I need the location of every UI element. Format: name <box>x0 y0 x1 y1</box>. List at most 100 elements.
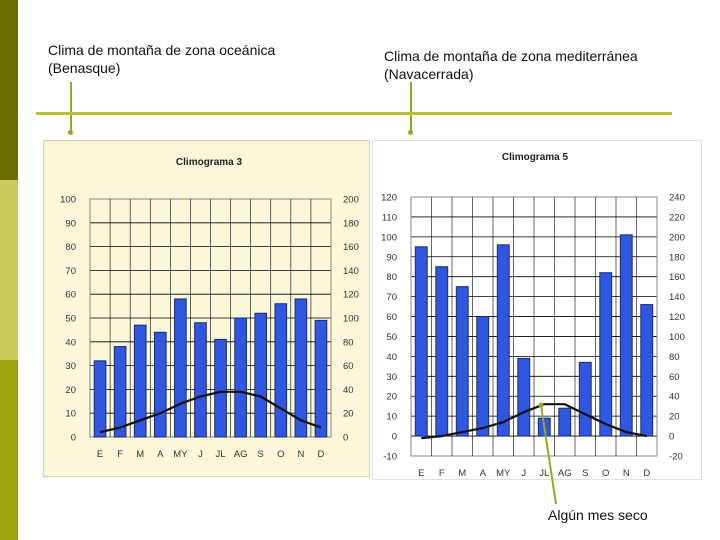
bar <box>274 303 288 438</box>
x-tick-label: JL <box>539 468 549 479</box>
y2-tick-label: 180 <box>669 252 685 263</box>
climograma-5-panel: Climograma 5 -10 0 10 20 30 40 50 60 70 80 90 100 110… <box>372 140 702 480</box>
bar <box>537 417 551 437</box>
y2-tick-label: 200 <box>669 232 685 243</box>
x-tick-label: A <box>480 468 487 479</box>
y-tick-label: -10 <box>383 452 397 463</box>
bar <box>578 361 592 437</box>
climograma-3-panel: Climograma 3 0 10 20 30 40 50 60 70 80 90 100 0 20 40 6… <box>43 140 370 477</box>
bar <box>153 331 167 438</box>
climograma-3-chart: Climograma 3 0 10 20 30 40 50 60 70 80 90 100 0 20 40 6… <box>60 157 359 460</box>
x-tick-label: E <box>97 449 103 460</box>
y2-tick-label: 140 <box>343 266 359 277</box>
x-tick-label: E <box>418 468 424 479</box>
bar <box>414 246 428 437</box>
y2-tick-label: 140 <box>669 292 685 303</box>
y2-tick-label: 160 <box>669 272 685 283</box>
y-tick-label: 10 <box>386 412 397 423</box>
y2-tick-label: 0 <box>669 432 674 443</box>
bar <box>455 286 469 437</box>
y-tick-label: 30 <box>386 372 397 383</box>
y2-tick-label: 240 <box>669 193 685 204</box>
x-tick-label: F <box>117 449 123 460</box>
x-tick-label: M <box>136 449 144 460</box>
y-tick-label: 40 <box>65 337 76 348</box>
y-tick-label: 100 <box>381 232 397 243</box>
caption-navacerrada: Clima de montaña de zona mediterránea (N… <box>384 48 638 82</box>
y-tick-label: 110 <box>382 212 397 223</box>
y2-tick-label: 120 <box>343 290 359 301</box>
y-tick-label: 40 <box>386 352 397 363</box>
y-tick-label: 70 <box>386 292 397 303</box>
x-tick-label: D <box>318 449 325 460</box>
x-tick-label: MY <box>496 468 511 479</box>
y-tick-label: 20 <box>65 385 76 396</box>
y2-tick-label: 100 <box>669 332 685 343</box>
y2-tick-label: 80 <box>669 352 680 363</box>
y-tick-label: 50 <box>386 332 397 343</box>
y2-tick-label: 180 <box>343 218 359 229</box>
y-tick-label: 70 <box>65 266 76 277</box>
y-tick-label: 120 <box>381 193 397 204</box>
y-tick-label: 20 <box>386 392 397 403</box>
temperature-line <box>99 390 322 434</box>
x-tick-label: F <box>439 468 445 479</box>
bar <box>133 324 147 438</box>
caption-benasque: Clima de montaña de zona oceánica (Benas… <box>48 42 276 76</box>
x-tick-label: AG <box>234 449 248 460</box>
bar <box>640 304 654 437</box>
y-tick-label: 60 <box>65 290 76 301</box>
bar <box>214 338 227 438</box>
pointer-left-tip <box>68 130 73 135</box>
y2-tick-label: -20 <box>669 452 683 463</box>
x-tick-label: N <box>623 468 630 479</box>
bar <box>254 312 268 438</box>
decor-band-top <box>0 0 18 180</box>
x-tick-label: S <box>258 449 264 460</box>
bar <box>314 319 328 438</box>
climograma-5-chart: Climograma 5 -10 0 10 20 30 40 50 60 70 80 90 100 110… <box>381 152 685 479</box>
x-tick-label: M <box>458 468 466 479</box>
bar <box>435 266 449 437</box>
pointer-right <box>410 82 412 132</box>
y2-tick-label: 20 <box>669 412 680 423</box>
y2-tick-label: 60 <box>669 372 680 383</box>
bar <box>558 407 572 437</box>
bar <box>294 298 308 438</box>
y2-tick-label: 100 <box>343 314 359 325</box>
y2-tick-label: 220 <box>669 212 685 223</box>
pointer-left <box>70 82 72 132</box>
bar <box>496 244 510 437</box>
decor-band-middle <box>0 180 18 360</box>
decor-band-bottom <box>0 360 18 540</box>
y-tick-label: 30 <box>65 361 76 372</box>
x-tick-label: O <box>602 468 609 479</box>
y-tick-label: 10 <box>65 409 76 420</box>
y-tick-label: 60 <box>386 312 397 323</box>
x-tick-label: J <box>198 449 203 460</box>
y2-tick-label: 120 <box>669 312 685 323</box>
pointer-right-tip <box>408 130 413 135</box>
y-tick-label: 90 <box>386 252 397 263</box>
x-tick-label: N <box>297 449 304 460</box>
y-tick-label: 0 <box>392 432 397 443</box>
y2-tick-label: 40 <box>669 392 680 403</box>
x-tick-label: AG <box>558 468 572 479</box>
bar <box>517 357 531 437</box>
bar <box>234 317 247 438</box>
y-tick-label: 80 <box>65 242 76 253</box>
chart-title: Climograma 3 <box>176 157 243 168</box>
y2-tick-label: 40 <box>343 385 354 396</box>
bar <box>174 298 187 438</box>
x-tick-label: MY <box>173 449 188 460</box>
bar <box>194 322 207 438</box>
x-tick-label: J <box>521 468 526 479</box>
y-tick-label: 50 <box>65 314 76 325</box>
temperature-line <box>421 403 648 440</box>
y2-tick-label: 200 <box>343 195 359 206</box>
x-tick-label: A <box>157 449 164 460</box>
y-tick-label: 100 <box>60 195 76 206</box>
bar <box>619 234 633 437</box>
x-tick-label: O <box>277 449 284 460</box>
annotation-dry-month: Algún mes seco <box>548 507 648 523</box>
